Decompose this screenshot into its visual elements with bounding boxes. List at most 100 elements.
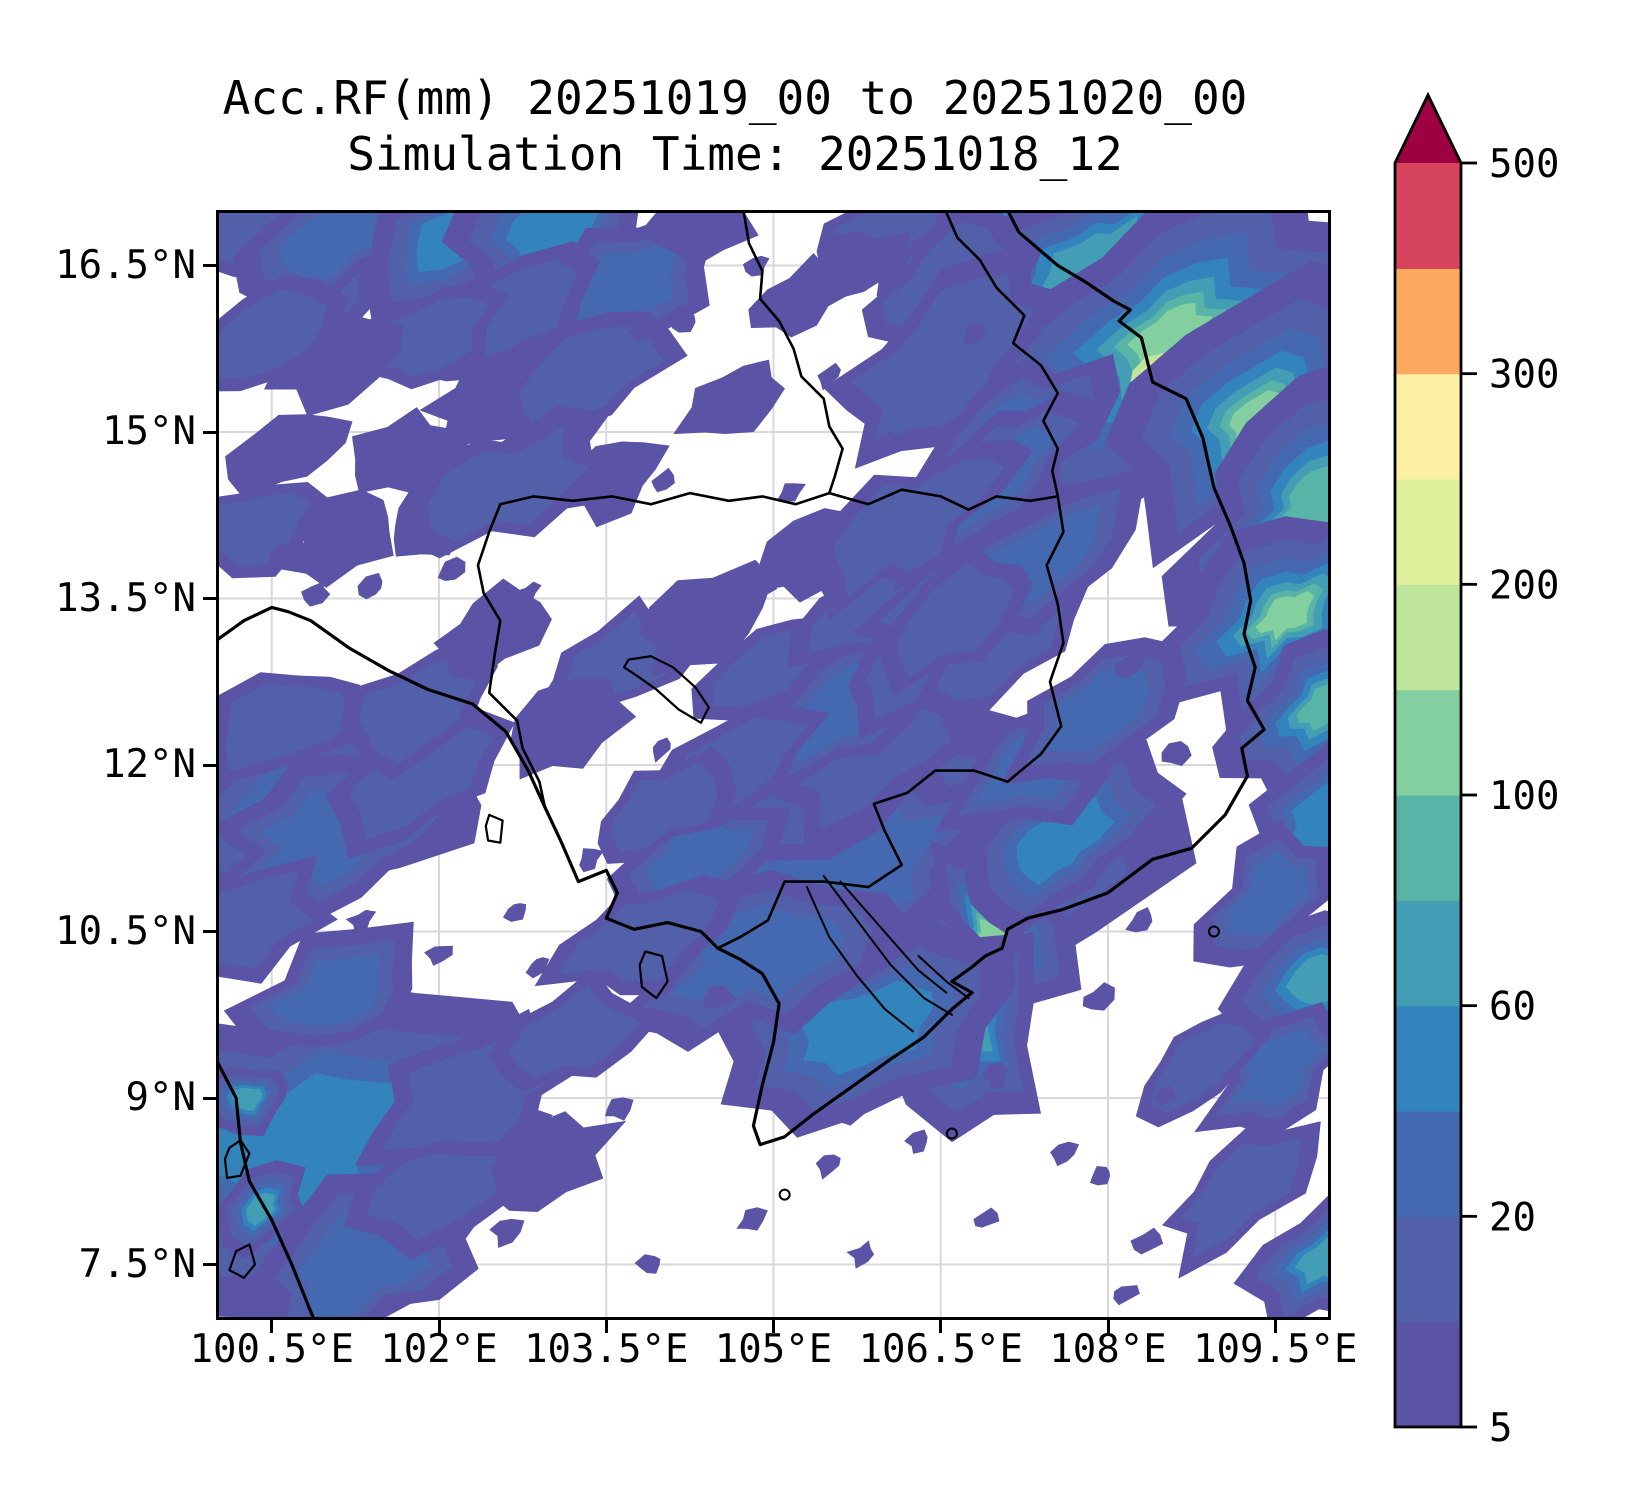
rain-cell-level-2	[216, 870, 314, 969]
rain-cell-level-6	[1296, 684, 1331, 732]
border-laos-vietnam	[943, 210, 1060, 498]
rain-cell-level-2	[348, 714, 493, 840]
rain-cell-level-4	[1284, 783, 1331, 853]
colorbar-segment	[1395, 795, 1461, 901]
chart-subtitle: Simulation Time: 20251018_12	[347, 127, 1123, 181]
rain-cell-level-5	[1285, 954, 1331, 1007]
rain-speckle	[502, 903, 526, 922]
y-tick-mark	[203, 930, 216, 933]
rain-speckle	[513, 581, 542, 601]
colorbar-segment	[1395, 268, 1461, 375]
colorbar-segment	[1395, 373, 1461, 480]
coastline-peninsula	[216, 1057, 316, 1320]
colorbar-tick-label: 60	[1489, 985, 1536, 1030]
rain-cell-level-3	[646, 817, 753, 908]
y-tick-label: 16.5°N	[55, 242, 196, 288]
colorbar-outline	[1393, 91, 1463, 1429]
colorbar-segment	[1395, 900, 1461, 1007]
island-koh-kong	[484, 813, 504, 844]
rain-speckle	[973, 1207, 1000, 1228]
x-tick-mark	[939, 1320, 943, 1333]
rain-cell-level-2	[216, 492, 310, 566]
colorbar-tick-label: 5	[1489, 1406, 1512, 1451]
colorbar-ticks: 5 20 60 100 200 300 500	[1461, 142, 1559, 1451]
rain-cell-level-2	[216, 289, 328, 379]
river-channel	[822, 875, 953, 1016]
tiny-island	[1207, 925, 1220, 938]
x-tick-label: 103.5°E	[524, 1327, 689, 1372]
island-south	[228, 1243, 257, 1279]
rain-cell-level-2	[519, 326, 664, 433]
rain-cell-level-1	[791, 231, 911, 310]
colorbar-segments	[1395, 163, 1461, 1428]
rain-cell-level-2	[1179, 1138, 1301, 1258]
rain-speckle	[670, 310, 696, 333]
rain-speckle	[424, 945, 453, 966]
rain-speckle	[489, 1218, 525, 1248]
colorbar-over-triangle	[1395, 95, 1461, 163]
rain-cell-level-5	[231, 1087, 263, 1111]
rain-speckle	[579, 848, 604, 873]
x-tick-label: 109.5°E	[1193, 1327, 1358, 1372]
x-tick-label: 105°E	[714, 1327, 833, 1372]
rain-speckle	[437, 556, 466, 581]
x-tick-mark	[270, 1320, 274, 1333]
rain-speckle	[627, 321, 653, 341]
river-channel	[839, 880, 948, 994]
colorbar-segment	[1395, 1321, 1461, 1428]
rain-speckle	[1090, 1166, 1110, 1186]
x-tick-label: 108°E	[1049, 1327, 1167, 1372]
rain-cell-level-3	[1230, 1028, 1328, 1107]
x-tick-mark	[772, 1320, 775, 1333]
rain-cell-level-1	[493, 1111, 627, 1212]
rain-speckle	[846, 1240, 875, 1269]
x-tick-mark	[1273, 1320, 1277, 1333]
rain-cell-level-2	[427, 426, 588, 542]
river-channel	[917, 954, 970, 1000]
rain-cell-level-2	[1150, 1022, 1254, 1113]
border-cambodia-vietnam	[716, 495, 1065, 950]
tiny-island	[945, 1127, 958, 1140]
lake-tonle-sap	[623, 655, 710, 724]
rain-speckle	[751, 572, 778, 600]
rain-speckle	[1113, 1285, 1140, 1306]
rain-cell-level-2	[834, 458, 1005, 598]
y-tick-label: 13.5°N	[55, 575, 196, 621]
rain-speckle	[904, 1129, 928, 1154]
colorbar-segment	[1395, 163, 1461, 269]
geography-lines	[216, 210, 1266, 1320]
x-tick-mark	[604, 1320, 608, 1333]
x-tick-mark	[1106, 1320, 1110, 1333]
colorbar-segment	[1395, 1216, 1461, 1323]
rain-cell-level-2	[851, 274, 1035, 443]
rain-cell-level-2	[896, 562, 1014, 678]
rain-cell-level-2	[358, 653, 479, 764]
border-dangrek	[499, 491, 831, 506]
rain-speckle	[605, 1097, 634, 1121]
border-thailand-cambodia	[476, 502, 547, 809]
rain-cell-level-1	[638, 559, 773, 677]
rain-speckle	[525, 957, 550, 979]
colorbar-tick-label: 200	[1489, 563, 1559, 608]
rain-cell-level-7	[1255, 590, 1315, 641]
rain-cell-level-2	[611, 761, 718, 851]
y-tick-mark	[203, 1263, 216, 1266]
rain-cell-level-1	[277, 489, 394, 588]
rain-speckle	[1130, 1227, 1164, 1255]
rain-speckle	[1050, 1141, 1080, 1167]
rain-speckle	[963, 324, 985, 347]
rain-cell-level-4	[1016, 795, 1115, 886]
x-tick-mark	[437, 1320, 441, 1333]
colorbar-tick-label: 20	[1489, 1195, 1536, 1240]
title-block: Acc.RF(mm) 20251019_00 to 20251020_00 Si…	[80, 70, 1390, 182]
rain-cell-level-2	[226, 683, 354, 772]
rain-cell-level-1	[352, 407, 470, 495]
colorbar-segment	[1395, 584, 1461, 691]
island-songkhla	[223, 1139, 251, 1179]
plot-frame	[216, 210, 1331, 1320]
rain-cell-level-1	[225, 414, 353, 498]
x-tick-label: 102°E	[380, 1327, 498, 1372]
rain-speckle	[817, 362, 841, 391]
map-plot-area	[216, 210, 1331, 1320]
